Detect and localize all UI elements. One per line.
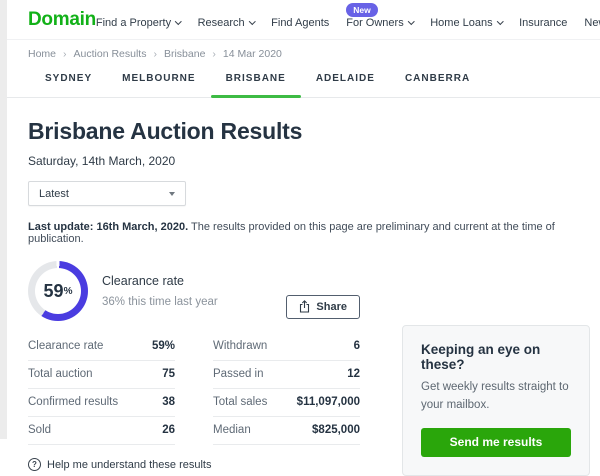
clearance-last-year: 36% this time last year — [102, 296, 218, 308]
stat-label: Withdrawn — [213, 340, 268, 352]
window-left-edge — [0, 0, 7, 439]
clearance-rate-label: Clearance rate — [102, 274, 184, 288]
stat-value: 75 — [162, 368, 175, 380]
breadcrumb-home[interactable]: Home — [28, 48, 57, 60]
nav-label: Find a Property — [95, 16, 172, 29]
stat-value: $825,000 — [312, 424, 360, 436]
city-tabs: SYDNEY MELBOURNE BRISBANE ADELAIDE CANBE… — [0, 62, 600, 98]
dropdown-selected-value: Latest — [39, 187, 69, 200]
main-content: Brisbane Auction Results Saturday, 14th … — [0, 118, 600, 476]
share-label: Share — [316, 300, 347, 313]
breadcrumb-separator: › — [212, 48, 216, 60]
nav-label: Find Agents — [271, 16, 330, 29]
stat-label: Median — [213, 424, 251, 436]
clearance-rate-donut: 59% — [28, 261, 88, 321]
nav-for-owners[interactable]: New For Owners — [346, 2, 415, 29]
nav-find-agents[interactable]: Find Agents — [271, 17, 329, 29]
breadcrumb-auction-results[interactable]: Auction Results — [73, 48, 147, 60]
stat-value: 26 — [162, 424, 175, 436]
tab-melbourne[interactable]: MELBOURNE — [122, 73, 196, 84]
subscribe-card-title: Keeping an eye on these? — [421, 342, 541, 372]
table-row: Confirmed results 38 — [28, 389, 175, 417]
breadcrumb-separator: › — [63, 48, 67, 60]
nav-find-a-property[interactable]: Find a Property — [95, 16, 182, 29]
nav-research[interactable]: Research — [197, 16, 256, 29]
tab-adelaide[interactable]: ADELAIDE — [315, 73, 375, 84]
results-column: 59% Clearance rate 36% this time last ye… — [28, 259, 360, 476]
tab-sydney[interactable]: SYDNEY — [45, 73, 93, 84]
last-update-date: Last update: 16th March, 2020. — [28, 221, 189, 233]
send-me-results-button[interactable]: Send me results — [421, 427, 571, 457]
table-row: Sold 26 — [28, 417, 175, 445]
stats-column-left: Clearance rate 59% Total auction 75 Conf… — [28, 333, 175, 445]
nav-label: Research — [197, 16, 245, 29]
stat-label: Confirmed results — [28, 396, 119, 408]
breadcrumb-date[interactable]: 14 Mar 2020 — [222, 48, 282, 60]
breadcrumb-brisbane[interactable]: Brisbane — [163, 48, 206, 60]
stat-value: 38 — [162, 396, 175, 408]
question-circle-icon: ? — [28, 458, 41, 471]
help-link[interactable]: ? Help me understand these results — [28, 458, 360, 471]
stat-value: 6 — [353, 340, 360, 352]
table-row: Clearance rate 59% — [28, 333, 175, 361]
share-button[interactable]: Share — [286, 295, 360, 319]
stat-label: Sold — [28, 424, 52, 436]
subscribe-card: Keeping an eye on these? Get weekly resu… — [402, 325, 590, 476]
chevron-down-icon — [248, 17, 256, 25]
table-row: Total auction 75 — [28, 361, 175, 389]
subscribe-sidebar: Keeping an eye on these? Get weekly resu… — [402, 259, 590, 476]
breadcrumb-separator: › — [153, 48, 157, 60]
help-link-label: Help me understand these results — [47, 458, 212, 471]
stat-value: $11,097,000 — [296, 396, 360, 408]
domain-logo[interactable]: Domain — [28, 8, 96, 30]
main-nav: Find a Property Research Find Agents New… — [95, 2, 600, 29]
top-nav-bar: Domain Find a Property Research Find Age… — [0, 0, 600, 40]
donut-center: 59% — [35, 268, 81, 314]
chevron-down-icon — [496, 17, 504, 25]
stat-label: Total auction — [28, 368, 93, 380]
stat-label: Clearance rate — [28, 340, 104, 352]
last-update-text: The results provided on this page are pr… — [28, 221, 555, 245]
results-filter-dropdown[interactable]: Latest — [28, 181, 186, 206]
subscribe-card-body: Get weekly results straight to your mail… — [421, 381, 569, 411]
clearance-percent: 59 — [43, 280, 64, 301]
table-row: Withdrawn 6 — [213, 333, 360, 361]
breadcrumb: Home › Auction Results › Brisbane › 14 M… — [0, 40, 600, 62]
last-update-note: Last update: 16th March, 2020. The resul… — [28, 221, 600, 245]
table-row: Total sales $11,097,000 — [213, 389, 360, 417]
nav-label: News — [584, 16, 600, 29]
stat-value: 12 — [347, 368, 360, 380]
nav-insurance[interactable]: Insurance — [519, 17, 567, 29]
auction-stats-table: Clearance rate 59% Total auction 75 Conf… — [28, 333, 360, 445]
nav-home-loans[interactable]: Home Loans — [430, 16, 504, 29]
stat-label: Total sales — [213, 396, 268, 408]
table-row: Median $825,000 — [213, 417, 360, 445]
chevron-down-icon — [407, 17, 415, 25]
nav-news[interactable]: News — [584, 17, 600, 29]
tab-canberra[interactable]: CANBERRA — [404, 73, 471, 84]
stat-label: Passed in — [213, 368, 264, 380]
auction-date: Saturday, 14th March, 2020 — [28, 154, 176, 168]
table-row: Passed in 12 — [213, 361, 360, 389]
clearance-rate-summary: 59% Clearance rate 36% this time last ye… — [28, 259, 360, 323]
stat-value: 59% — [151, 340, 175, 352]
dropdown-caret-icon — [169, 191, 175, 196]
nav-label: Home Loans — [430, 16, 493, 29]
tab-brisbane[interactable]: BRISBANE — [210, 62, 302, 98]
stats-column-right: Withdrawn 6 Passed in 12 Total sales $11… — [213, 333, 360, 445]
chevron-down-icon — [175, 17, 182, 25]
share-icon — [300, 300, 310, 313]
clearance-percent-sign: % — [63, 285, 73, 297]
nav-label: Insurance — [519, 16, 568, 29]
new-badge: New — [346, 2, 378, 17]
page-title: Brisbane Auction Results — [28, 118, 303, 144]
nav-label: For Owners — [346, 16, 404, 29]
